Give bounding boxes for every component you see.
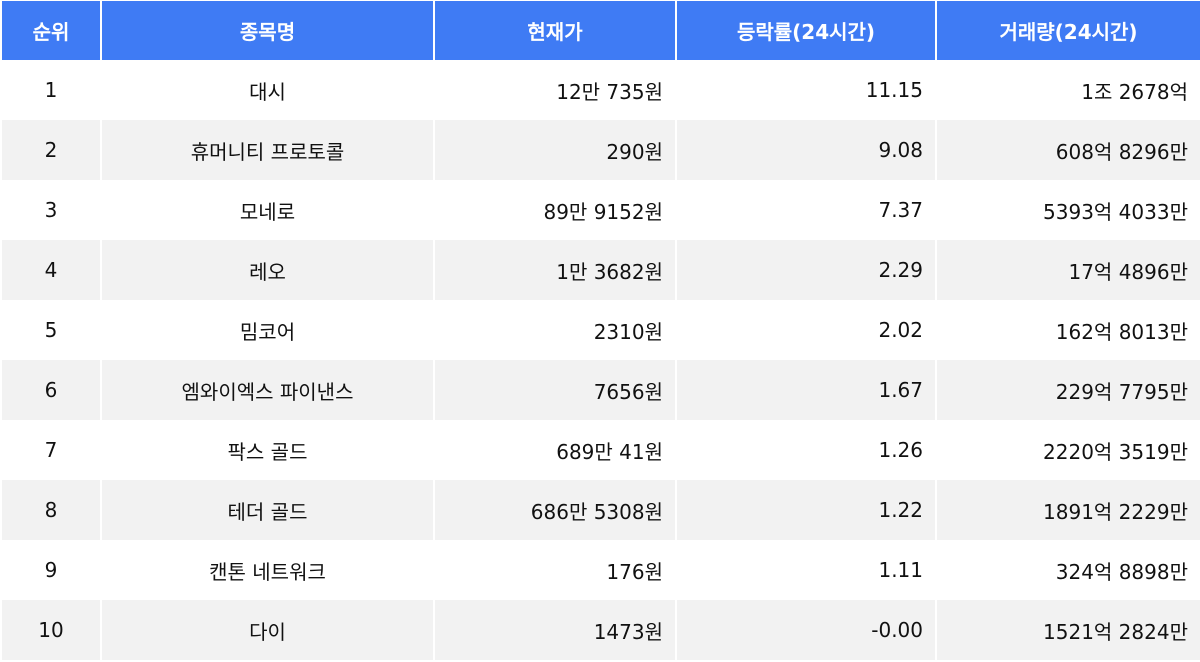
table-row: 10 다이 1473원 -0.00 1521억 2824만 xyxy=(0,600,1200,660)
table-row: 7 팍스 골드 689만 41원 1.26 2220억 3519만 xyxy=(0,420,1200,480)
cell-name: 모네로 xyxy=(100,180,435,240)
header-row: 순위 종목명 현재가 등락률(24시간) 거래량(24시간) xyxy=(0,1,1200,60)
cell-rank: 7 xyxy=(0,420,102,480)
cell-name: 팍스 골드 xyxy=(100,420,435,480)
cell-name: 레오 xyxy=(100,240,435,300)
cell-change: 2.29 xyxy=(675,240,937,300)
cell-volume: 17억 4896만 xyxy=(935,240,1200,300)
cell-name: 캔톤 네트워크 xyxy=(100,540,435,600)
cell-name: 테더 골드 xyxy=(100,480,435,540)
cell-change: -0.00 xyxy=(675,600,937,660)
cell-rank: 3 xyxy=(0,180,102,240)
table-row: 2 휴머니티 프로토콜 290원 9.08 608억 8296만 xyxy=(0,120,1200,180)
table-row: 3 모네로 89만 9152원 7.37 5393억 4033만 xyxy=(0,180,1200,240)
cell-price: 290원 xyxy=(433,120,677,180)
cell-price: 686만 5308원 xyxy=(433,480,677,540)
table-row: 8 테더 골드 686만 5308원 1.22 1891억 2229만 xyxy=(0,480,1200,540)
cell-rank: 6 xyxy=(0,360,102,420)
cell-price: 1473원 xyxy=(433,600,677,660)
cell-volume: 1521억 2824만 xyxy=(935,600,1200,660)
table-row: 1 대시 12만 735원 11.15 1조 2678억 xyxy=(0,60,1200,120)
cell-rank: 4 xyxy=(0,240,102,300)
cell-volume: 162억 8013만 xyxy=(935,300,1200,360)
cell-name: 대시 xyxy=(100,60,435,120)
cell-price: 12만 735원 xyxy=(433,60,677,120)
cell-price: 176원 xyxy=(433,540,677,600)
cell-change: 1.26 xyxy=(675,420,937,480)
cell-change: 1.67 xyxy=(675,360,937,420)
cell-rank: 10 xyxy=(0,600,102,660)
table-row: 9 캔톤 네트워크 176원 1.11 324억 8898만 xyxy=(0,540,1200,600)
cell-volume: 608억 8296만 xyxy=(935,120,1200,180)
cell-name: 휴머니티 프로토콜 xyxy=(100,120,435,180)
header-name: 종목명 xyxy=(100,1,435,60)
header-volume: 거래량(24시간) xyxy=(935,1,1200,60)
cell-price: 1만 3682원 xyxy=(433,240,677,300)
cell-change: 1.11 xyxy=(675,540,937,600)
cell-volume: 1조 2678억 xyxy=(935,60,1200,120)
cell-rank: 5 xyxy=(0,300,102,360)
table-row: 5 밈코어 2310원 2.02 162억 8013만 xyxy=(0,300,1200,360)
cell-rank: 2 xyxy=(0,120,102,180)
header-rank: 순위 xyxy=(0,1,102,60)
cell-change: 9.08 xyxy=(675,120,937,180)
cell-name: 다이 xyxy=(100,600,435,660)
cell-price: 2310원 xyxy=(433,300,677,360)
cell-change: 11.15 xyxy=(675,60,937,120)
cell-rank: 1 xyxy=(0,60,102,120)
cell-volume: 5393억 4033만 xyxy=(935,180,1200,240)
cell-price: 89만 9152원 xyxy=(433,180,677,240)
cell-rank: 9 xyxy=(0,540,102,600)
cell-volume: 324억 8898만 xyxy=(935,540,1200,600)
cell-price: 7656원 xyxy=(433,360,677,420)
cell-volume: 229억 7795만 xyxy=(935,360,1200,420)
cell-change: 1.22 xyxy=(675,480,937,540)
cell-rank: 8 xyxy=(0,480,102,540)
cell-change: 2.02 xyxy=(675,300,937,360)
cell-name: 엠와이엑스 파이낸스 xyxy=(100,360,435,420)
cell-price: 689만 41원 xyxy=(433,420,677,480)
cell-volume: 1891억 2229만 xyxy=(935,480,1200,540)
header-price: 현재가 xyxy=(433,1,677,60)
header-change: 등락률(24시간) xyxy=(675,1,937,60)
table-row: 4 레오 1만 3682원 2.29 17억 4896만 xyxy=(0,240,1200,300)
cell-name: 밈코어 xyxy=(100,300,435,360)
cell-change: 7.37 xyxy=(675,180,937,240)
table-row: 6 엠와이엑스 파이낸스 7656원 1.67 229억 7795만 xyxy=(0,360,1200,420)
cell-volume: 2220억 3519만 xyxy=(935,420,1200,480)
